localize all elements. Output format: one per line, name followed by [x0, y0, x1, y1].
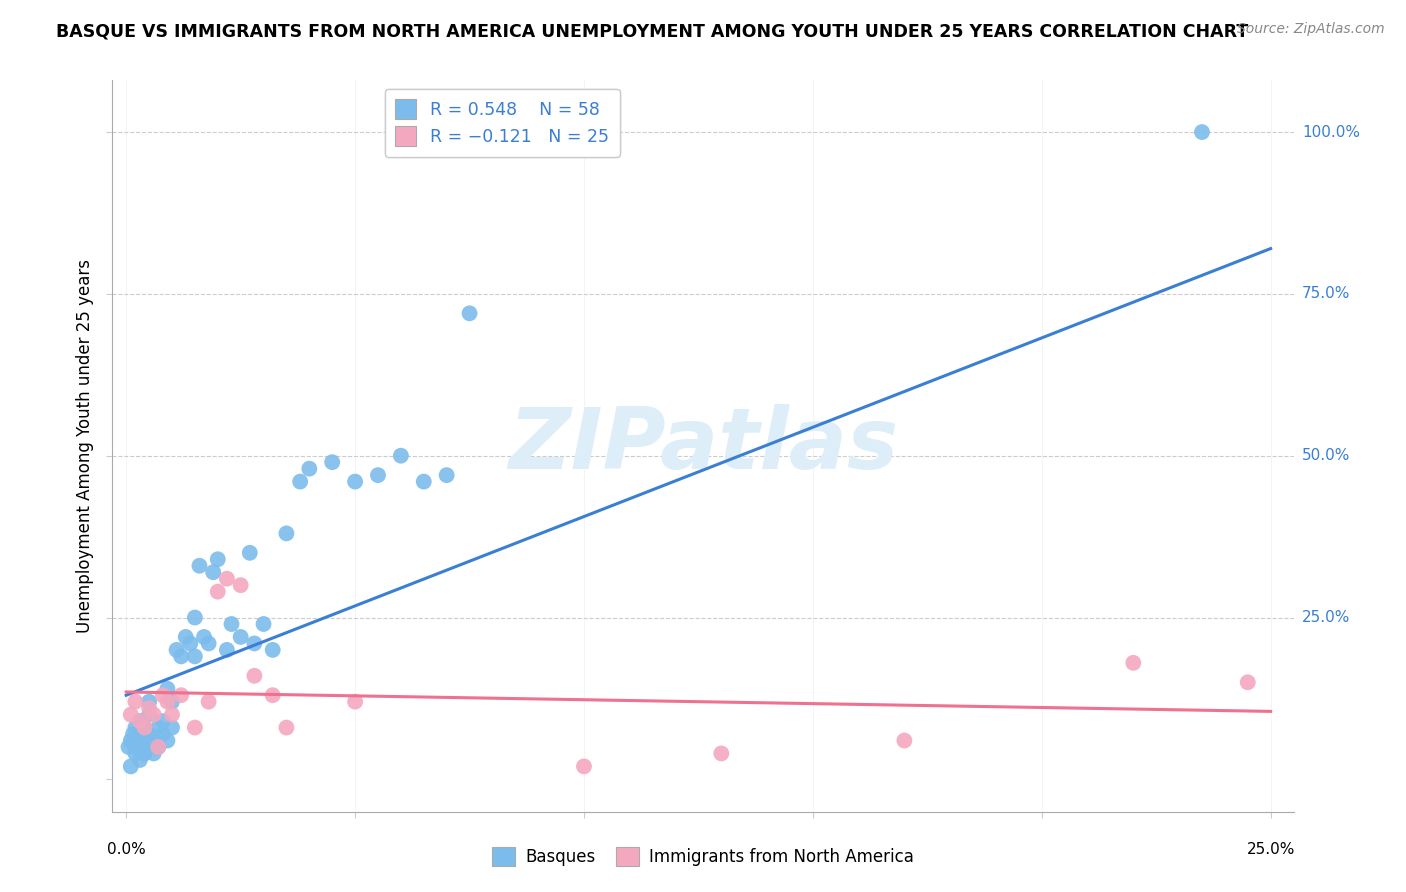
Point — [124, 721, 146, 735]
Text: 75.0%: 75.0% — [1302, 286, 1350, 301]
Point — [215, 643, 238, 657]
Point — [202, 566, 225, 580]
Text: 25.0%: 25.0% — [1302, 610, 1350, 625]
Text: BASQUE VS IMMIGRANTS FROM NORTH AMERICA UNEMPLOYMENT AMONG YOUTH UNDER 25 YEARS : BASQUE VS IMMIGRANTS FROM NORTH AMERICA … — [56, 22, 1249, 40]
Point — [152, 688, 174, 702]
Point — [129, 714, 152, 728]
Point — [138, 707, 160, 722]
Point — [160, 695, 183, 709]
Point — [572, 759, 595, 773]
Point — [129, 739, 152, 754]
Point — [124, 747, 146, 761]
Point — [412, 475, 434, 489]
Legend: R = 0.548    N = 58, R = −0.121   N = 25: R = 0.548 N = 58, R = −0.121 N = 25 — [385, 89, 620, 157]
Point — [221, 617, 243, 632]
Point — [152, 727, 174, 741]
Point — [152, 714, 174, 728]
Point — [129, 714, 152, 728]
Point — [184, 610, 207, 624]
Point — [142, 733, 165, 747]
Point — [207, 584, 229, 599]
Point — [276, 721, 298, 735]
Point — [138, 739, 160, 754]
Point — [129, 753, 152, 767]
Y-axis label: Unemployment Among Youth under 25 years: Unemployment Among Youth under 25 years — [76, 259, 94, 633]
Point — [174, 630, 197, 644]
Text: 50.0%: 50.0% — [1302, 448, 1350, 463]
Point — [367, 468, 389, 483]
Point — [148, 739, 170, 754]
Point — [156, 695, 179, 709]
Point — [288, 475, 311, 489]
Point — [229, 578, 252, 592]
Point — [184, 721, 207, 735]
Point — [179, 636, 201, 650]
Point — [1122, 656, 1144, 670]
Point — [122, 727, 145, 741]
Point — [389, 449, 412, 463]
Point — [117, 739, 139, 754]
Point — [170, 649, 193, 664]
Point — [436, 468, 458, 483]
Point — [160, 707, 183, 722]
Point — [124, 739, 146, 754]
Point — [1236, 675, 1258, 690]
Point — [321, 455, 343, 469]
Point — [197, 695, 219, 709]
Point — [134, 721, 156, 735]
Point — [134, 721, 156, 735]
Point — [344, 475, 367, 489]
Point — [458, 306, 481, 320]
Legend: Basques, Immigrants from North America: Basques, Immigrants from North America — [485, 840, 921, 873]
Point — [710, 747, 733, 761]
Point — [243, 669, 266, 683]
Point — [207, 552, 229, 566]
Point — [138, 695, 160, 709]
Point — [127, 733, 149, 747]
Point — [298, 461, 321, 475]
Point — [344, 695, 367, 709]
Point — [252, 617, 274, 632]
Point — [229, 630, 252, 644]
Point — [120, 707, 142, 722]
Point — [188, 558, 211, 573]
Point — [160, 721, 183, 735]
Point — [193, 630, 215, 644]
Point — [120, 759, 142, 773]
Point — [184, 649, 207, 664]
Point — [262, 643, 284, 657]
Point — [120, 733, 142, 747]
Point — [134, 747, 156, 761]
Point — [142, 747, 165, 761]
Point — [243, 636, 266, 650]
Point — [239, 546, 262, 560]
Point — [129, 727, 152, 741]
Point — [156, 733, 179, 747]
Text: 0.0%: 0.0% — [107, 842, 146, 857]
Text: 100.0%: 100.0% — [1302, 125, 1360, 139]
Point — [134, 733, 156, 747]
Point — [148, 739, 170, 754]
Point — [1191, 125, 1213, 139]
Point — [138, 727, 160, 741]
Text: ZIPatlas: ZIPatlas — [508, 404, 898, 488]
Point — [148, 721, 170, 735]
Point — [262, 688, 284, 702]
Point — [142, 707, 165, 722]
Point — [170, 688, 193, 702]
Point — [276, 526, 298, 541]
Point — [124, 695, 146, 709]
Text: Source: ZipAtlas.com: Source: ZipAtlas.com — [1237, 22, 1385, 37]
Point — [215, 572, 238, 586]
Point — [138, 701, 160, 715]
Point — [893, 733, 915, 747]
Point — [166, 643, 188, 657]
Text: 25.0%: 25.0% — [1247, 842, 1295, 857]
Point — [156, 681, 179, 696]
Point — [197, 636, 219, 650]
